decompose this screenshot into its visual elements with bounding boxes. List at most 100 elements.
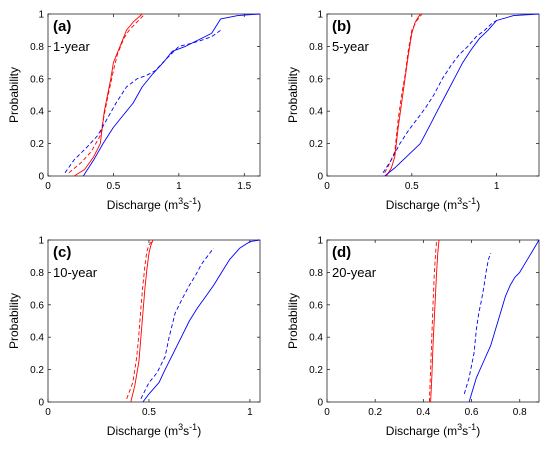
y-tick-label: 0.4 — [30, 107, 44, 118]
y-tick-label: 0.2 — [309, 365, 323, 376]
y-tick-label: 0.6 — [30, 74, 44, 85]
y-axis-label: Probability — [7, 293, 21, 349]
y-tick-label: 0.8 — [30, 268, 44, 279]
period-label: 20-year — [332, 265, 377, 280]
y-tick-label: 0.6 — [309, 74, 323, 85]
series-line-2 — [68, 13, 146, 174]
x-axis-label-superscript: -1 — [468, 422, 476, 432]
x-tick-label: 0.4 — [416, 407, 430, 418]
x-axis-label-part: ) — [197, 198, 201, 212]
axes-box — [326, 13, 540, 177]
y-tick-label: 0.4 — [309, 333, 323, 344]
axes-box — [47, 239, 261, 403]
series-line-1 — [430, 239, 440, 403]
series-line-4 — [140, 247, 214, 400]
x-tick-label: 0 — [45, 407, 51, 418]
series-line-3 — [142, 239, 261, 403]
x-axis-label-part: s — [462, 198, 468, 212]
series-line-4 — [382, 20, 497, 174]
x-axis-label-superscript: 3 — [178, 196, 183, 206]
y-tick-label: 0 — [317, 398, 323, 409]
x-axis-label-superscript: -1 — [189, 422, 197, 432]
x-axis-label-part: s — [183, 198, 189, 212]
x-axis-label: Discharge (m3s-1) — [107, 422, 201, 438]
x-axis-label-superscript: 3 — [457, 196, 462, 206]
y-tick-label: 0.8 — [30, 42, 44, 53]
y-tick-label: 1 — [317, 236, 323, 247]
series-line-3 — [82, 13, 261, 177]
y-tick-label: 0 — [38, 172, 44, 183]
x-axis-label: Discharge (m3s-1) — [386, 196, 480, 212]
y-tick-label: 0.8 — [309, 42, 323, 53]
x-axis-label-superscript: 3 — [178, 422, 183, 432]
x-axis-label-part: ) — [197, 424, 201, 438]
y-axis-label: Probability — [286, 67, 300, 123]
y-tick-label: 0 — [38, 398, 44, 409]
x-tick-label: 0.2 — [368, 407, 382, 418]
x-tick-label: 1 — [247, 407, 253, 418]
x-axis-label-part: ) — [476, 198, 480, 212]
x-axis-label-part: Discharge (m — [107, 198, 178, 212]
panel-letter: (d) — [332, 244, 351, 261]
panel-letter: (c) — [53, 244, 71, 261]
chart-panel-4: 0 0.2 0.4 0.6 0.8 0 0.2 0.4 0.6 0.8 1 (d) 20-year Dis… — [286, 236, 540, 438]
x-axis-label-part: ) — [476, 424, 480, 438]
y-tick-label: 1 — [38, 10, 44, 21]
period-label: 10-year — [53, 265, 98, 280]
y-axis-label: Probability — [286, 293, 300, 349]
x-axis-label-part: Discharge (m — [386, 424, 457, 438]
x-tick-label: 0.5 — [405, 181, 419, 192]
x-axis-label: Discharge (m3s-1) — [386, 422, 480, 438]
x-tick-label: 0.5 — [106, 181, 120, 192]
y-tick-label: 0.6 — [30, 300, 44, 311]
y-tick-label: 0.4 — [309, 107, 323, 118]
series-line-3 — [384, 13, 540, 177]
series-line-2 — [126, 239, 154, 399]
y-tick-label: 1 — [317, 10, 323, 21]
series-line-1 — [130, 239, 154, 403]
y-tick-label: 0.2 — [309, 139, 323, 150]
period-label: 5-year — [332, 39, 370, 54]
panel-letter: (b) — [332, 18, 351, 35]
x-axis-label-part: s — [183, 424, 189, 438]
x-axis-label-part: Discharge (m — [107, 424, 178, 438]
y-tick-label: 0.2 — [30, 139, 44, 150]
x-axis-label-part: Discharge (m — [386, 198, 457, 212]
y-tick-label: 0.8 — [309, 268, 323, 279]
x-tick-label: 0 — [324, 407, 330, 418]
chart-panel-2: 0 0.5 1 0 0.2 0.4 0.6 0.8 1 (b) 5-year Discharge (m… — [286, 10, 540, 212]
y-tick-label: 0.6 — [309, 300, 323, 311]
axes-box — [47, 13, 261, 177]
x-axis-label-superscript: -1 — [468, 196, 476, 206]
panel-letter: (a) — [53, 18, 71, 35]
x-axis-label-superscript: -1 — [189, 196, 197, 206]
period-label: 1-year — [53, 39, 91, 54]
series-line-2 — [384, 13, 423, 174]
y-tick-label: 1 — [38, 236, 44, 247]
series-line-2 — [428, 239, 438, 403]
x-tick-label: 0.5 — [142, 407, 156, 418]
y-tick-label: 0.2 — [30, 365, 44, 376]
series-line-4 — [64, 29, 221, 174]
series-line-1 — [386, 13, 421, 177]
x-axis-label: Discharge (m3s-1) — [107, 196, 201, 212]
x-tick-label: 0 — [45, 181, 51, 192]
chart-panel-3: 0 0.5 1 0 0.2 0.4 0.6 0.8 1 (c) 10-year Discharge (… — [7, 236, 261, 438]
series-line-1 — [73, 13, 143, 177]
x-tick-label: 0 — [324, 181, 330, 192]
x-tick-label: 1.5 — [237, 181, 251, 192]
chart-panel-1: 0 0.5 1 1.5 0 0.2 0.4 0.6 0.8 1 (a) 1-year Discharge… — [7, 10, 261, 212]
x-tick-label: 0.8 — [513, 407, 527, 418]
series-line-4 — [463, 252, 492, 395]
x-tick-label: 1 — [176, 181, 182, 192]
y-tick-label: 0 — [317, 172, 323, 183]
y-axis-label: Probability — [7, 67, 21, 123]
x-axis-label-superscript: 3 — [457, 422, 462, 432]
axes-box — [326, 239, 540, 403]
x-axis-label-part: s — [462, 424, 468, 438]
x-tick-label: 0.6 — [465, 407, 479, 418]
series-line-3 — [468, 239, 540, 403]
y-tick-label: 0.4 — [30, 333, 44, 344]
x-tick-label: 1 — [494, 181, 500, 192]
